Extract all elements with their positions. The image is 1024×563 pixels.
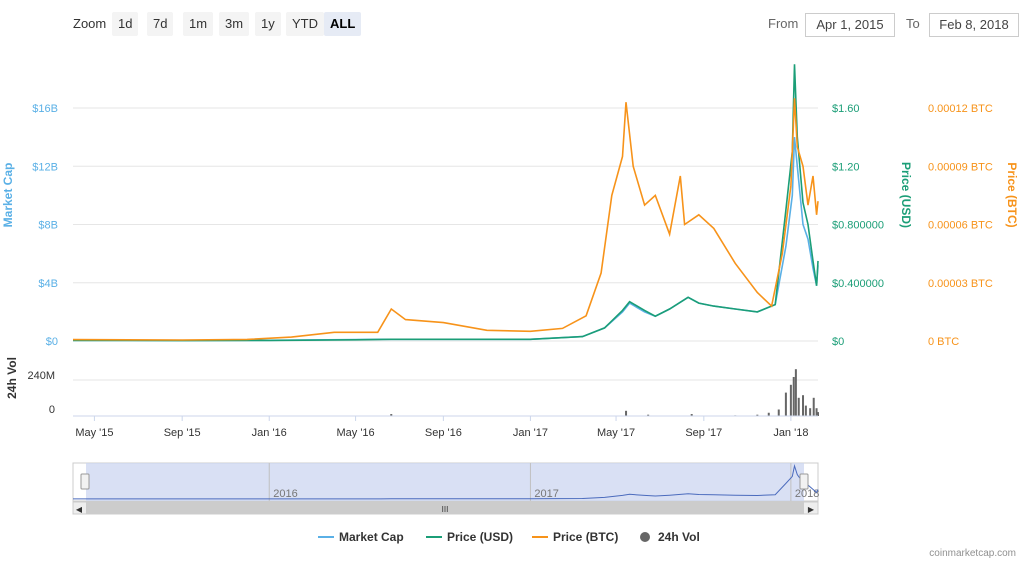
x-tick-label: May '15: [75, 427, 113, 439]
volume-bar: [390, 414, 393, 416]
x-tick-label: May '17: [597, 427, 635, 439]
price-usd-tick-label: $1.60: [832, 103, 860, 115]
volume-axis-title: 24h Vol: [5, 357, 19, 399]
navigator-label: 2016: [273, 488, 297, 500]
price-btc-tick-label: 0 BTC: [928, 336, 959, 348]
navigator-right-handle[interactable]: [799, 473, 809, 490]
volume-bar: [756, 414, 759, 416]
market-cap-tick-label: $16B: [32, 103, 58, 115]
market-cap-tick-label: $4B: [38, 278, 58, 290]
from-date-input[interactable]: Apr 1, 2015: [805, 13, 895, 37]
zoom-label: Zoom: [73, 16, 107, 31]
volume-bar: [794, 369, 797, 416]
navigator-label: 2017: [534, 488, 558, 500]
x-tick-label: May '16: [336, 427, 374, 439]
price-btc-axis-title: Price (BTC): [1005, 162, 1019, 227]
market-cap-tick-label: $0: [46, 336, 58, 348]
navigator-left-handle[interactable]: [80, 473, 90, 490]
navigator-label: 2018: [795, 488, 819, 500]
volume-bar: [789, 384, 792, 416]
x-tick-label: Sep '16: [425, 427, 462, 439]
volume-bar: [690, 414, 693, 416]
x-tick-label: Jan '16: [252, 427, 287, 439]
legend-item-label[interactable]: Price (USD): [447, 530, 513, 544]
x-tick-label: Jan '18: [773, 427, 808, 439]
legend-item-label[interactable]: Market Cap: [339, 530, 404, 544]
zoom-3m-button[interactable]: 3m: [219, 12, 250, 36]
market-cap-line: [72, 137, 819, 342]
price-usd-axis-title: Price (USD): [899, 162, 913, 228]
legend-item-label[interactable]: 24h Vol: [658, 530, 700, 544]
price-usd-tick-label: $0: [832, 336, 844, 348]
volume-bar: [767, 412, 770, 416]
to-date-input[interactable]: Feb 8, 2018: [929, 13, 1019, 37]
market-cap-tick-label: $8B: [38, 220, 58, 232]
price-usd-tick-label: $0.400000: [832, 278, 884, 290]
price-usd-line: [72, 64, 819, 342]
scrollbar-thumb[interactable]: [86, 502, 804, 514]
price-btc-tick-label: 0.00009 BTC: [928, 161, 993, 173]
volume-bars: [390, 369, 819, 416]
zoom-1d-button[interactable]: 1d: [112, 12, 139, 36]
zoom-7d-button[interactable]: 7d: [147, 12, 174, 36]
from-label: From: [768, 16, 799, 31]
market-cap-tick-label: $12B: [32, 161, 58, 173]
volume-tick-label: 240M: [27, 370, 55, 382]
volume-bar: [812, 397, 815, 416]
to-label: To: [906, 16, 920, 31]
x-tick-label: Sep '17: [685, 427, 722, 439]
price-btc-tick-label: 0.00003 BTC: [928, 278, 993, 290]
legend-dot-icon: [640, 532, 650, 542]
volume-bar: [777, 409, 780, 416]
volume-bar: [625, 410, 628, 416]
volume-bar: [817, 412, 819, 416]
volume-bar: [784, 392, 787, 416]
zoom-ytd-button[interactable]: YTD: [286, 12, 324, 36]
volume-bar: [815, 408, 818, 416]
volume-bar: [797, 397, 800, 416]
x-tick-label: Jan '17: [513, 427, 548, 439]
x-tick-label: Sep '15: [164, 427, 201, 439]
credit-link[interactable]: coinmarketcap.com: [929, 548, 1016, 559]
volume-bar: [792, 377, 795, 416]
price-btc-tick-label: 0.00012 BTC: [928, 103, 993, 115]
price-usd-tick-label: $0.800000: [832, 220, 884, 232]
grid-lines: [73, 107, 818, 381]
zoom-all-button[interactable]: ALL: [324, 12, 362, 36]
volume-bar: [647, 414, 650, 416]
navigator-series-line: [73, 464, 819, 500]
scroll-right-arrow-icon[interactable]: ▶: [808, 505, 815, 514]
legend: Market Cap Price (USD) Price (BTC) 24h Vol: [318, 530, 700, 544]
price-btc-line: [72, 98, 819, 341]
volume-bar: [809, 408, 812, 416]
volume-bar: [802, 395, 805, 416]
volume-tick-label: 0: [49, 404, 55, 416]
scroll-grip-icon: III: [442, 505, 449, 514]
market-cap-axis-title: Market Cap: [1, 163, 15, 228]
zoom-1m-button[interactable]: 1m: [183, 12, 214, 36]
scroll-left-arrow-icon[interactable]: ◀: [76, 505, 83, 514]
zoom-1y-button[interactable]: 1y: [255, 12, 281, 36]
navigator-selection[interactable]: [86, 463, 804, 501]
volume-bar: [804, 405, 807, 416]
price-btc-tick-label: 0.00006 BTC: [928, 220, 993, 232]
price-usd-tick-label: $1.20: [832, 161, 860, 173]
legend-item-label[interactable]: Price (BTC): [553, 530, 618, 544]
